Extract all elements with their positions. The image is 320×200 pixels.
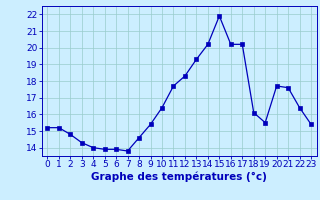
- X-axis label: Graphe des températures (°c): Graphe des températures (°c): [91, 172, 267, 182]
